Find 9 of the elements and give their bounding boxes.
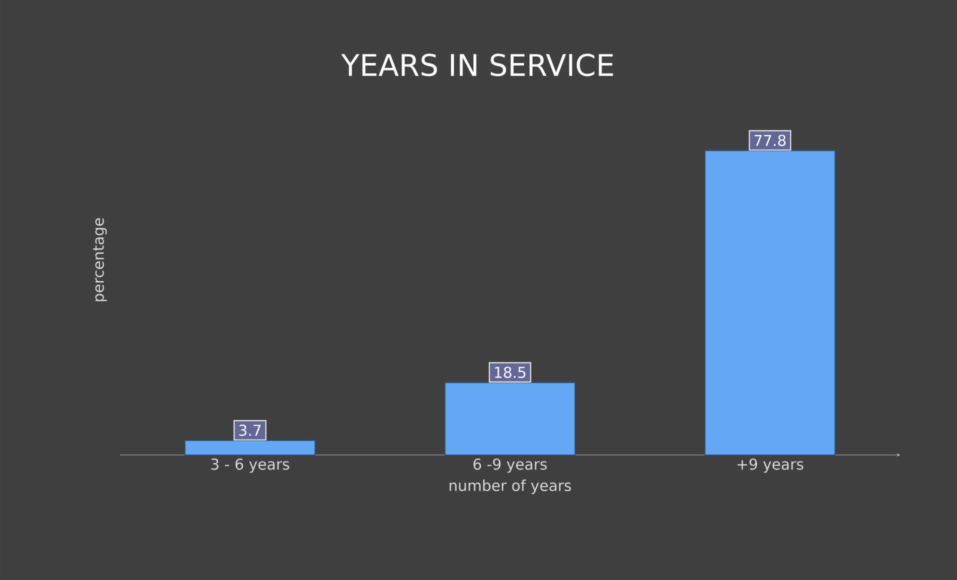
chart-title: YEARS IN SERVICE [341, 54, 613, 76]
data-label: 3.7 [239, 424, 261, 436]
x-tick-label: 3 - 6 years [211, 458, 290, 473]
data-label: 77.8 [754, 134, 786, 146]
x-tick-label: 6 -9 years [474, 458, 547, 473]
y-axis-title: percentage [93, 218, 107, 302]
x-tick-label: +9 years [738, 458, 804, 473]
x-axis-title: number of years [450, 480, 571, 494]
data-label: 18.5 [495, 366, 526, 378]
